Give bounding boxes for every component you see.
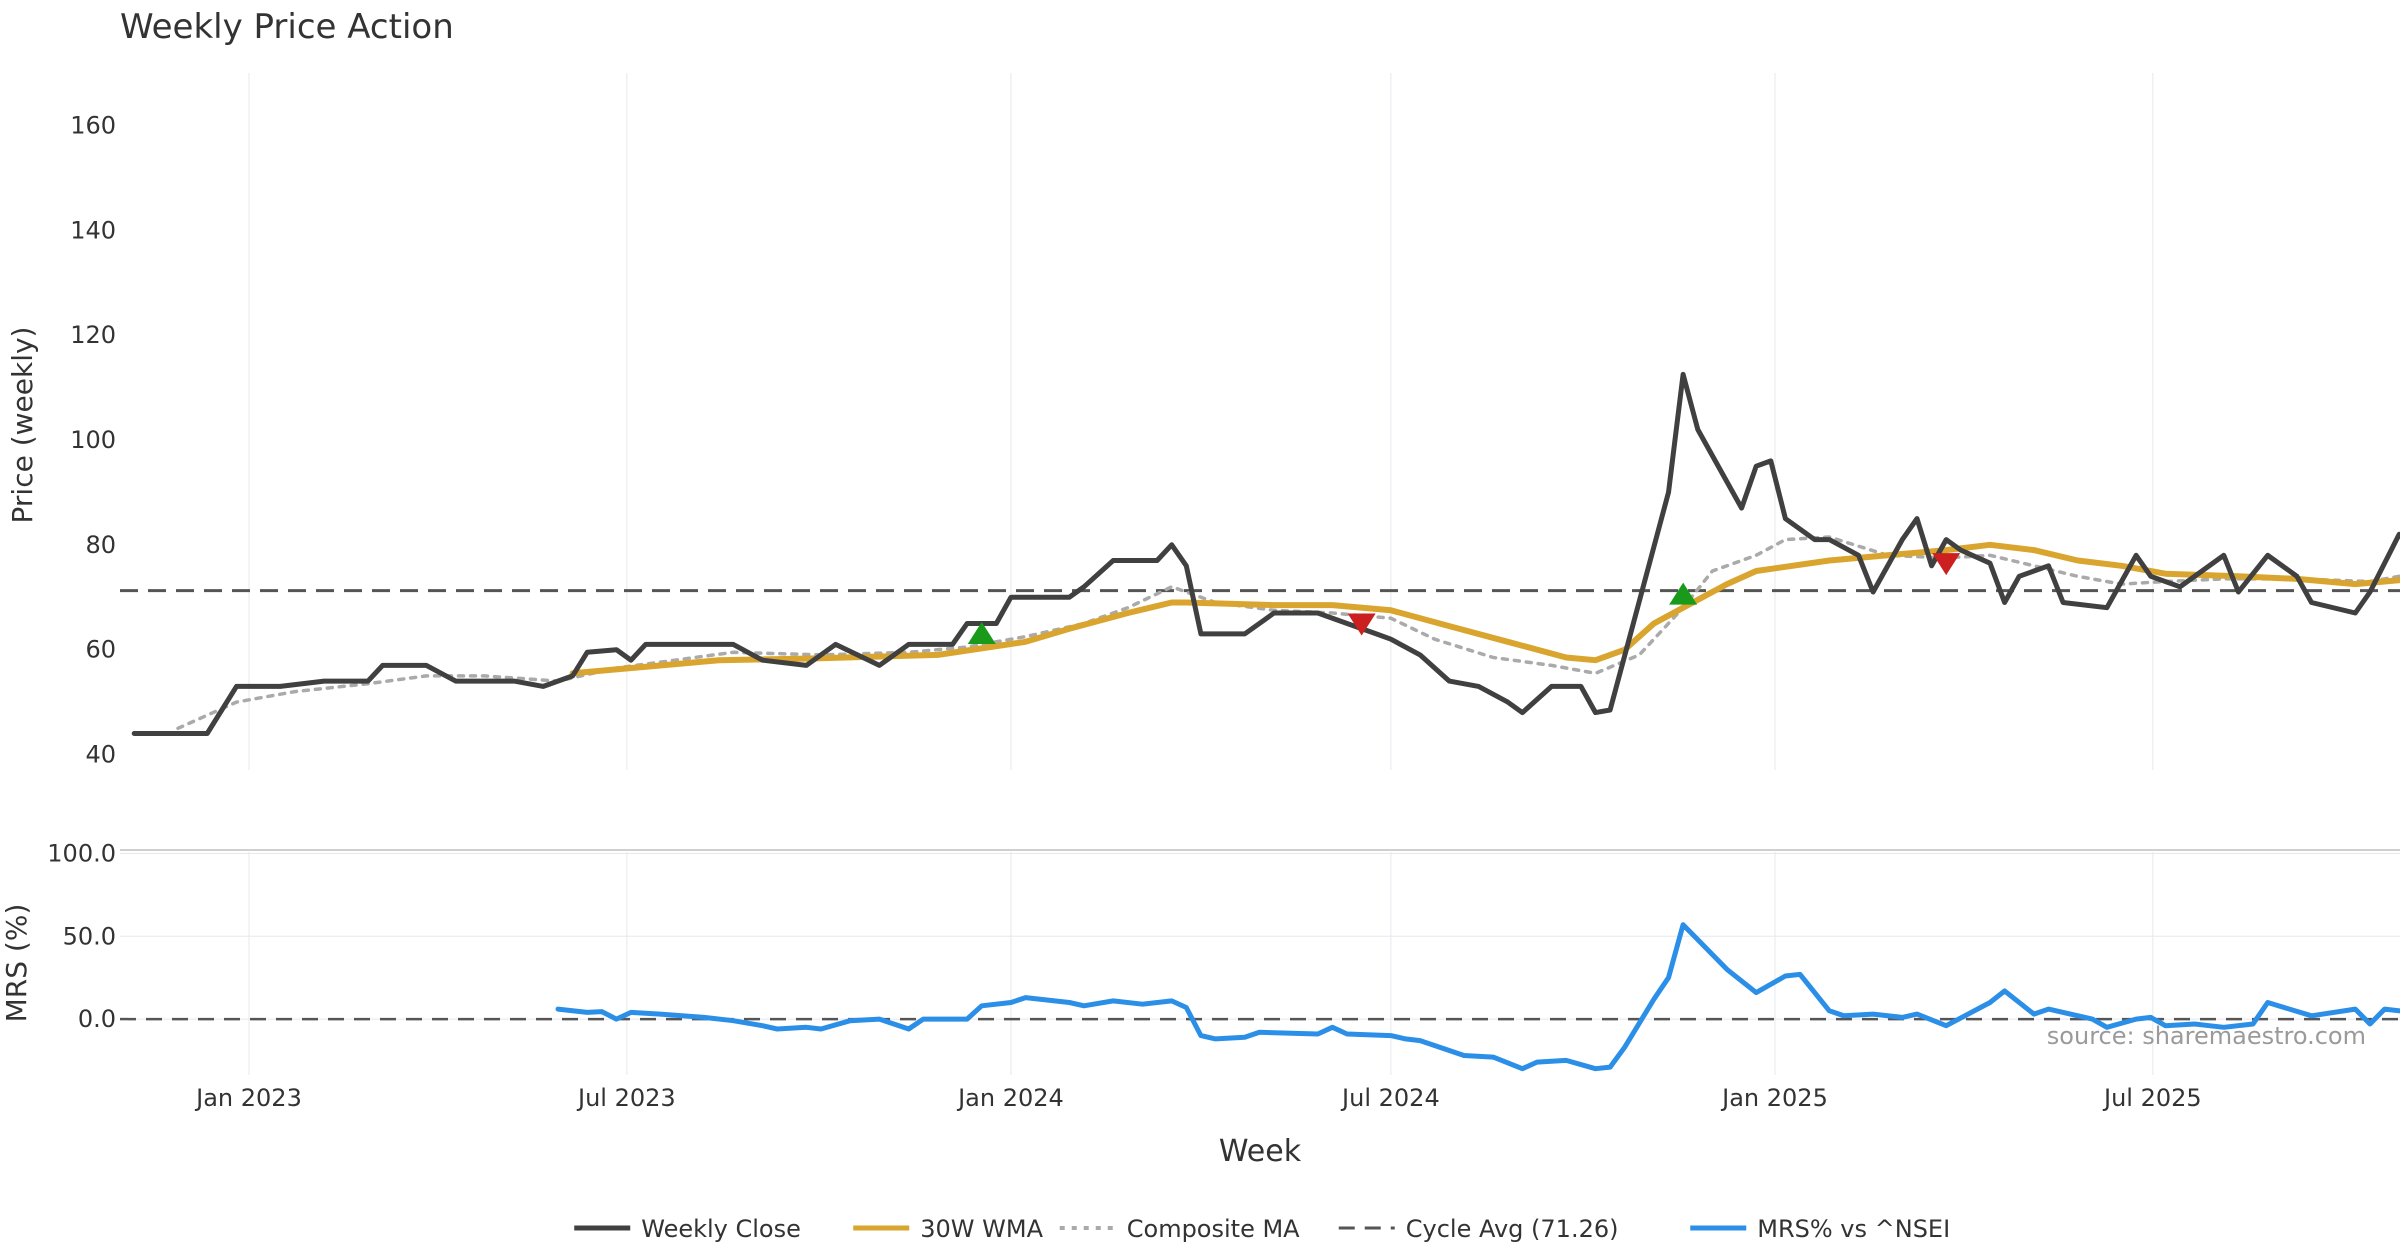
legend-label: 30W WMA: [920, 1215, 1043, 1243]
x-axis-ticks: Jan 2023 Jul 2023 Jan 2024 Jul 2024 Jan 2025…: [194, 1084, 2202, 1112]
reference-lines: [120, 589, 2400, 1021]
gridlines: [120, 73, 2400, 1075]
chart-title: Weekly Price Action: [120, 7, 454, 47]
sell-signal-marker: [1347, 613, 1376, 636]
x-tick-label: Jul 2024: [1340, 1084, 1440, 1112]
legend-label: MRS% vs ^NSEI: [1757, 1215, 1950, 1243]
price-y-tick-label: 80: [85, 531, 116, 559]
x-tick-label: Jan 2023: [194, 1084, 302, 1112]
price-y-tick-label: 60: [85, 636, 116, 664]
buy-signal-marker: [1669, 582, 1698, 605]
price-y-tick-label: 40: [85, 741, 116, 769]
weekly-close-line: [131, 371, 2400, 736]
price-y-tick-label: 160: [70, 111, 116, 139]
x-tick-label: Jul 2023: [576, 1084, 676, 1112]
source-watermark: source: sharemaestro.com: [2047, 1022, 2366, 1050]
buy-signal-marker: [967, 621, 996, 644]
legend-label: Composite MA: [1127, 1215, 1300, 1243]
price-y-tick-label: 140: [70, 216, 116, 244]
wma-30w-line: [569, 541, 2400, 677]
legend-label: Weekly Close: [641, 1215, 801, 1243]
price-y-tick-label: 100: [70, 426, 116, 454]
x-tick-label: Jan 2025: [1720, 1084, 1828, 1112]
mrs-y-tick-label: 100.0: [47, 840, 116, 868]
price-axis-label: Price (weekly): [6, 327, 39, 524]
series-group: [131, 371, 2400, 1072]
x-axis-label: Week: [1219, 1134, 1302, 1169]
mrs-line: [555, 922, 2400, 1072]
mrs-axis-label: MRS (%): [0, 904, 33, 1023]
composite-ma-line: [176, 535, 2400, 731]
x-tick-label: Jan 2024: [956, 1084, 1064, 1112]
price-y-tick-label: 120: [70, 321, 116, 349]
mrs-y-tick-label: 50.0: [63, 922, 116, 950]
signal-markers: [967, 553, 1961, 644]
x-tick-label: Jul 2025: [2102, 1084, 2202, 1112]
legend-label: Cycle Avg (71.26): [1406, 1215, 1619, 1243]
legend: Weekly Close 30W WMA Composite MA Cycle Avg…: [574, 1215, 1950, 1243]
y-axis-ticks: 40 60 80 100 120 140 160 0.0 50.0 100.0: [47, 111, 116, 1033]
sell-signal-marker: [1932, 553, 1961, 576]
mrs-y-tick-label: 0.0: [78, 1005, 116, 1033]
